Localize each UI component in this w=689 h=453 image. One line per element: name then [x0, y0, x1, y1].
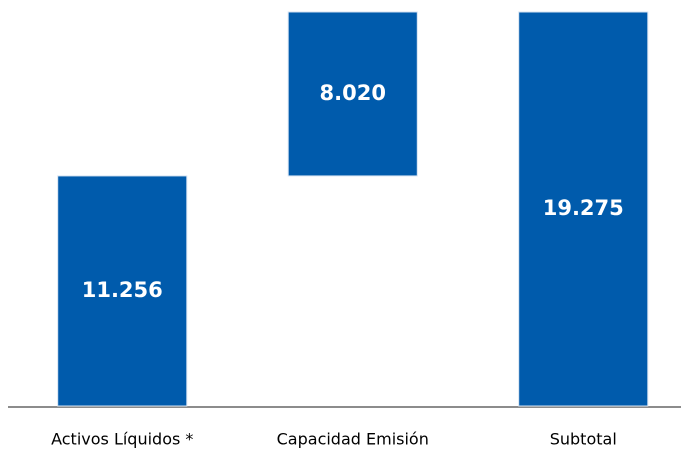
x-tick-label: Subtotal: [550, 430, 617, 449]
bar: [287, 11, 418, 177]
bar: [57, 175, 188, 407]
value-label: 11.256: [82, 278, 163, 302]
value-label: 19.275: [543, 196, 624, 220]
bar: [518, 11, 649, 407]
value-label: 8.020: [320, 81, 386, 105]
x-tick-label: Activos Líquidos *: [51, 430, 193, 449]
x-tick-label: Capacidad Emisión: [277, 430, 429, 449]
